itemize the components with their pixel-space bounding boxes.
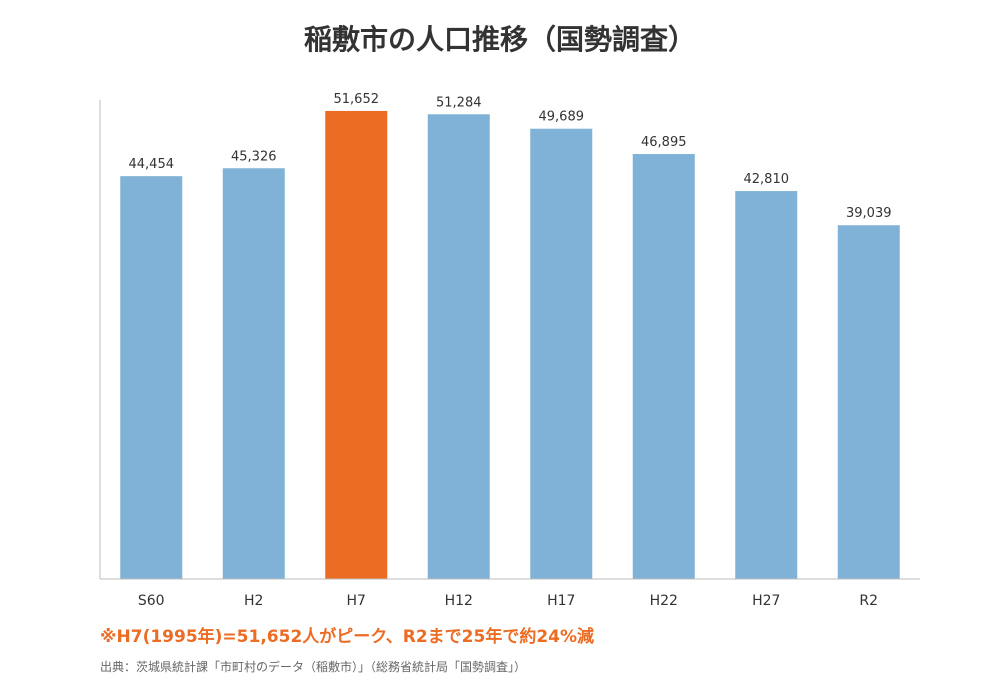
data-label: 42,810 [744,172,790,187]
data-label: 39,039 [846,206,892,221]
bar-h22 [632,154,695,579]
bar-h2 [222,168,285,579]
x-tick-label: H17 [547,593,575,609]
peak-note: ※H7(1995年)=51,652人がピーク、R2まで25年で約24%減 [100,627,595,647]
bar-h7 [325,110,388,580]
data-label: 44,454 [129,157,175,172]
source-citation: 出典：茨城県統計課「市町村のデータ（稲敷市）」（総務省統計局「国勢調査」） [100,660,527,674]
x-tick-label: H7 [347,593,366,609]
data-label: 49,689 [539,110,585,125]
x-tick-label: H12 [445,593,473,609]
x-tick-label: S60 [138,593,165,609]
x-tick-labels-group: S60 H2 H7 H12 H17 H22 H27 R2 [138,593,878,609]
bar-s60 [120,176,183,580]
data-label: 45,326 [231,149,277,164]
x-tick-label: R2 [859,593,878,609]
bars-group [120,110,900,580]
bar-h12 [427,114,490,579]
x-tick-label: H22 [650,593,678,609]
x-tick-label: H27 [752,593,780,609]
data-label: 51,284 [436,95,482,110]
bar-r2 [837,225,900,579]
bar-h27 [735,191,798,579]
data-label: 46,895 [641,135,687,150]
chart-title: 稲敷市の人口推移（国勢調査） [303,23,696,56]
value-labels-group: 44,454 45,326 51,652 51,284 49,689 46,895 42,8… [129,92,892,221]
data-label: 51,652 [334,92,380,107]
x-tick-label: H2 [244,593,263,609]
bar-h17 [530,128,593,580]
